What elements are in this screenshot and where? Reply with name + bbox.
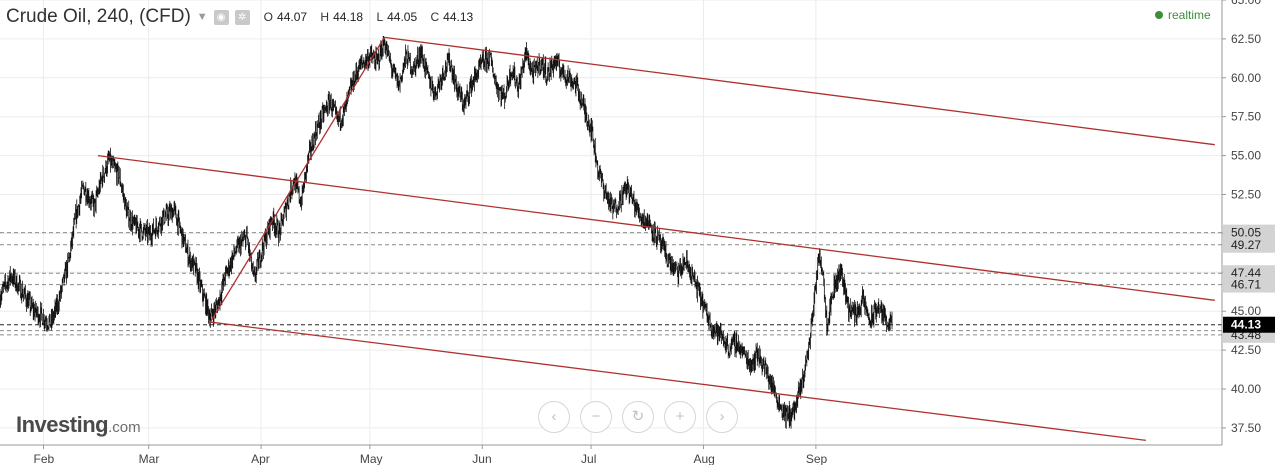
realtime-label: realtime bbox=[1168, 8, 1211, 22]
chevron-right-icon[interactable]: › bbox=[706, 401, 738, 433]
trend-line bbox=[210, 321, 1146, 441]
price-marker-lines bbox=[0, 232, 1222, 336]
low-value: 44.05 bbox=[387, 10, 418, 24]
trend-lines[interactable] bbox=[97, 36, 1215, 441]
candlestick-series bbox=[0, 35, 893, 429]
open-label: O bbox=[263, 10, 274, 24]
price-marker-label: 46.71 bbox=[1231, 278, 1261, 292]
x-tick-label: May bbox=[360, 452, 383, 465]
zoom-in-icon[interactable]: + bbox=[664, 401, 696, 433]
y-axis: 37.5040.0042.5045.0047.5050.0052.5055.00… bbox=[1221, 0, 1275, 445]
logo-bold: Investing bbox=[16, 412, 109, 437]
y-tick-label: 57.50 bbox=[1231, 110, 1261, 124]
y-tick-label: 60.00 bbox=[1231, 71, 1261, 85]
price-marker-tag bbox=[1223, 224, 1275, 241]
trend-line bbox=[209, 37, 385, 323]
x-tick-label: Jul bbox=[581, 452, 596, 465]
chart-grid bbox=[0, 0, 1222, 445]
reset-icon[interactable]: ↻ bbox=[622, 401, 654, 433]
x-tick-label: Apr bbox=[251, 452, 270, 465]
y-tick-label: 45.00 bbox=[1231, 304, 1261, 318]
last-price-label: 44.13 bbox=[1231, 318, 1261, 332]
high-label: H bbox=[320, 10, 330, 24]
price-marker-label: 50.05 bbox=[1231, 226, 1261, 240]
x-axis: Feb Mar Apr May Jun Jul Aug Sep bbox=[0, 444, 1222, 465]
y-tick-label: 55.00 bbox=[1231, 149, 1261, 163]
caret-down-icon[interactable]: ▼ bbox=[196, 11, 208, 23]
status-dot-icon bbox=[1155, 11, 1163, 19]
chart-title[interactable]: Crude Oil, 240, (CFD) bbox=[6, 6, 191, 27]
logo-suffix: .com bbox=[108, 419, 141, 436]
chart-navigation: ‹ − ↻ + › bbox=[538, 401, 748, 433]
price-marker-label: 49.27 bbox=[1231, 238, 1261, 252]
x-tick-label: Mar bbox=[139, 452, 160, 465]
last-price-tag bbox=[1223, 316, 1275, 333]
trend-line bbox=[384, 36, 1215, 146]
x-tick-label: Feb bbox=[34, 452, 55, 465]
eye-icon[interactable]: ◉ bbox=[213, 9, 229, 25]
price-marker-tag bbox=[1223, 276, 1275, 293]
y-tick-label: 65.00 bbox=[1231, 0, 1261, 7]
trend-line bbox=[97, 154, 1215, 301]
high-value: 44.18 bbox=[333, 10, 364, 24]
low-label: L bbox=[376, 10, 384, 24]
y-tick-label: 37.50 bbox=[1231, 421, 1261, 435]
x-tick-label: Jun bbox=[472, 452, 491, 465]
y-tick-label: 42.50 bbox=[1231, 343, 1261, 357]
close-value: 44.13 bbox=[443, 10, 474, 24]
settings-icon[interactable]: ✲ bbox=[234, 9, 250, 25]
investing-logo: Investing.com bbox=[16, 412, 141, 438]
chevron-left-icon[interactable]: ‹ bbox=[538, 401, 570, 433]
x-tick-label: Sep bbox=[806, 452, 828, 465]
y-tick-label: 52.50 bbox=[1231, 187, 1261, 201]
ohlc-readout: O 44.07 H 44.18 L 44.05 C 44.13 bbox=[264, 10, 484, 24]
zoom-out-icon[interactable]: − bbox=[580, 401, 612, 433]
chart-header: Crude Oil, 240, (CFD) ▼ ◉ ✲ O 44.07 H 44.1… bbox=[6, 4, 483, 30]
y-tick-label: 40.00 bbox=[1231, 382, 1261, 396]
y-tick-label: 62.50 bbox=[1231, 32, 1261, 46]
x-tick-label: Aug bbox=[693, 452, 714, 465]
realtime-indicator: realtime bbox=[1155, 8, 1211, 22]
open-value: 44.07 bbox=[277, 10, 308, 24]
close-label: C bbox=[430, 10, 440, 24]
price-marker-tag bbox=[1223, 236, 1275, 253]
